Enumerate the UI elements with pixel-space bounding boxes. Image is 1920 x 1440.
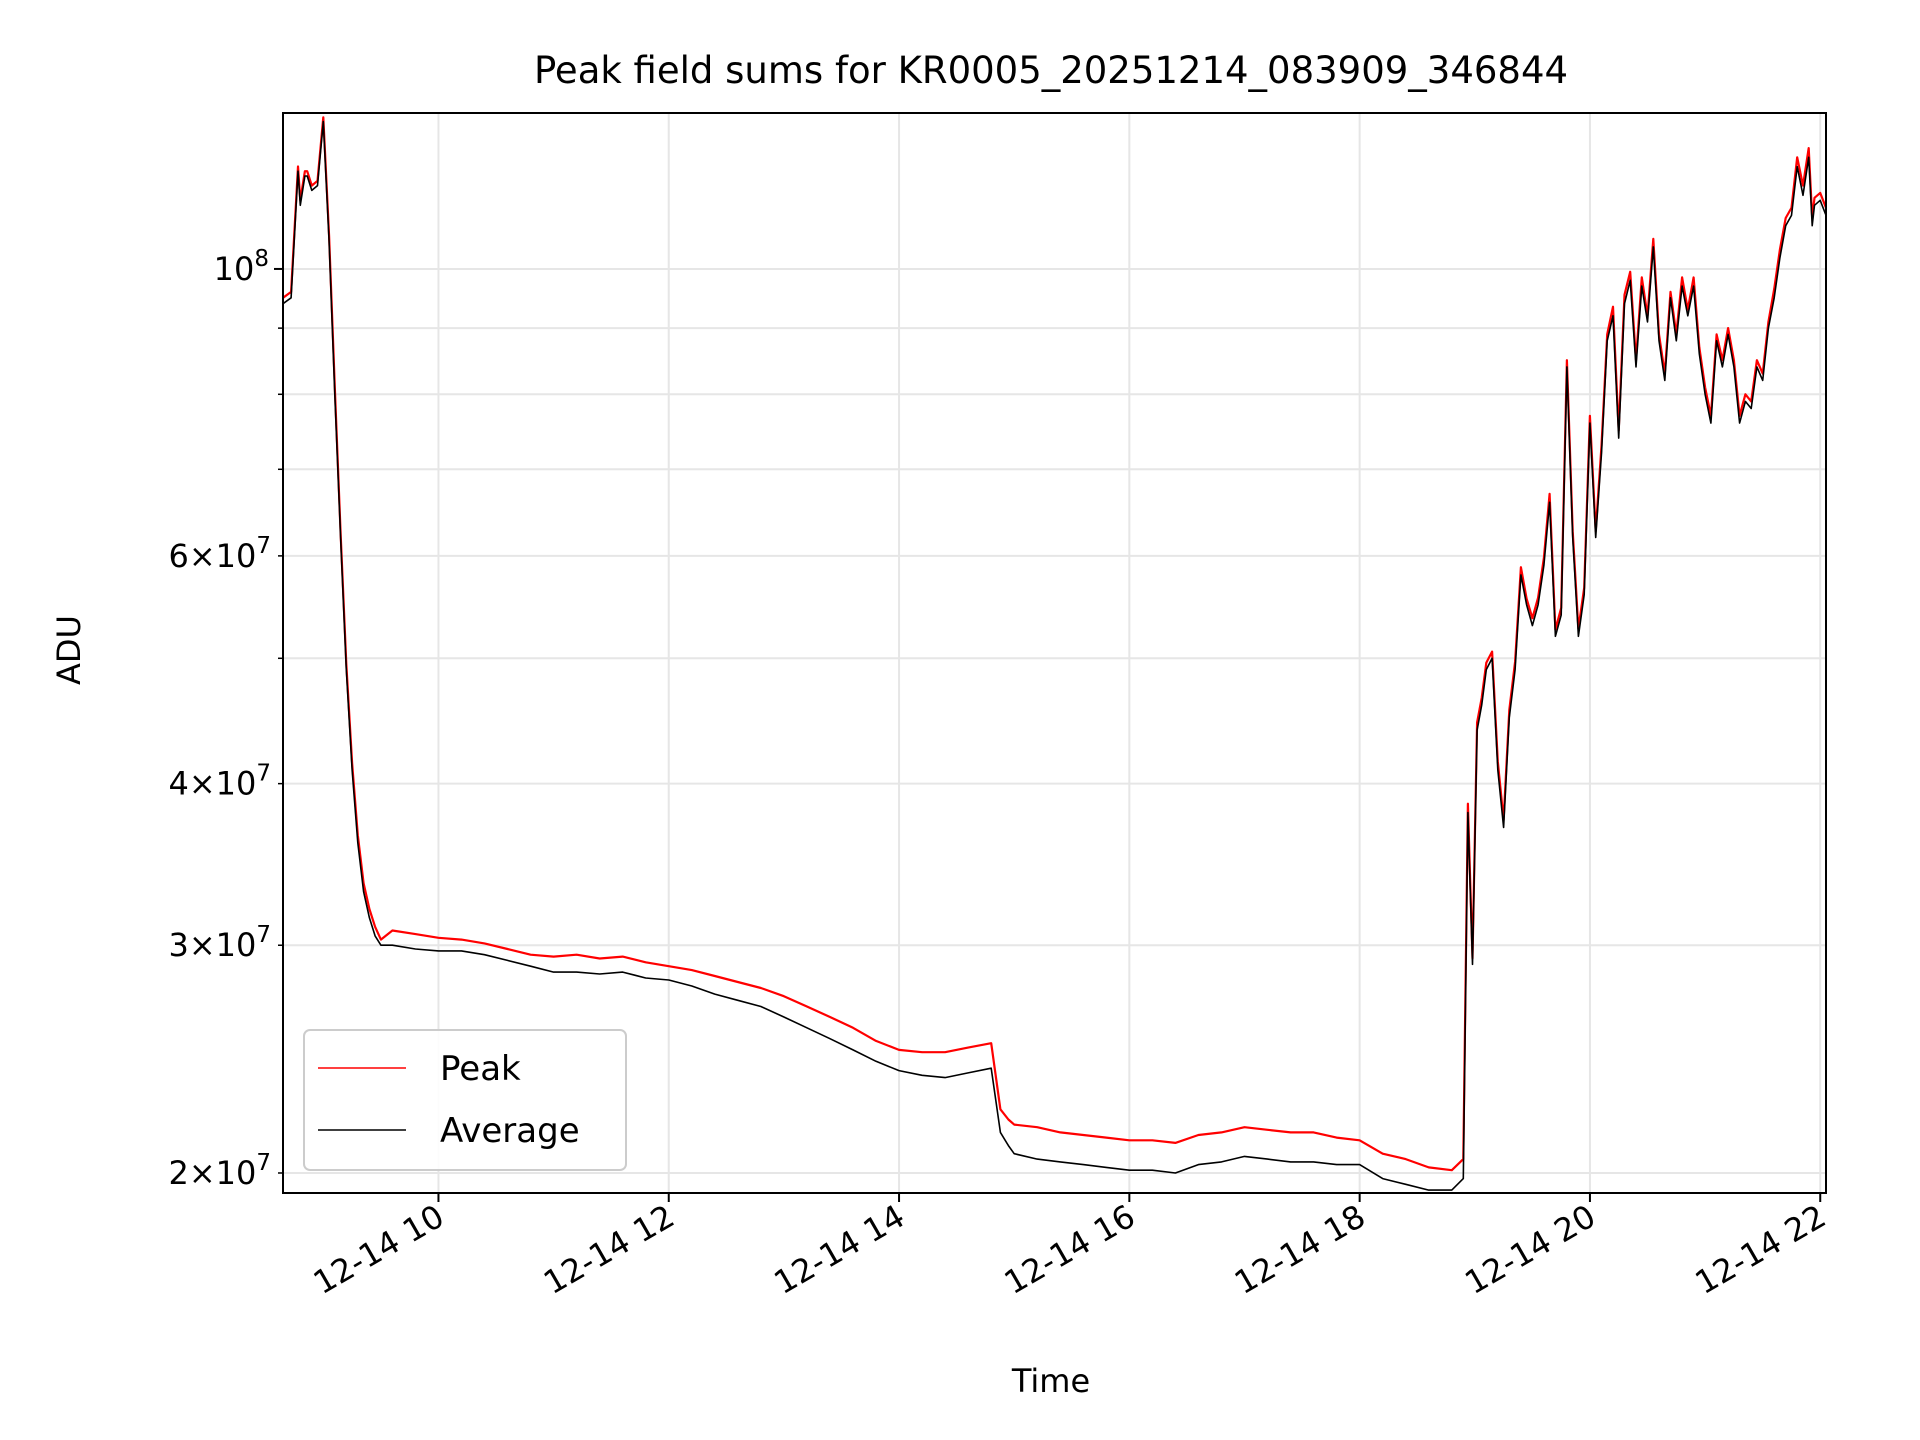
plot-frame [282, 112, 1827, 1194]
y-axis: 2×107 3×107 4×107 6×107 108 [168, 246, 283, 1192]
x-axis-label: Time [1011, 1362, 1090, 1400]
y-tick-label: 6×107 [168, 533, 271, 575]
y-tick-label-major: 108 [214, 246, 269, 288]
y-tick-label: 4×107 [168, 761, 271, 803]
y-tick-label: 3×107 [168, 922, 271, 964]
legend: Peak Average [303, 1029, 627, 1171]
series-line-peak [282, 116, 1828, 1172]
grid [283, 113, 1826, 1193]
legend-box [303, 1029, 627, 1171]
y-tick-label: 2×107 [168, 1150, 271, 1192]
y-axis-label: ADU [50, 615, 88, 685]
legend-average-label: Average [440, 1111, 580, 1151]
legend-peak-label: Peak [440, 1049, 521, 1089]
series-layer [282, 116, 1828, 1191]
chart-title: Peak field sums for KR0005_20251214_0839… [534, 49, 1568, 92]
series-line-average [282, 120, 1827, 1191]
